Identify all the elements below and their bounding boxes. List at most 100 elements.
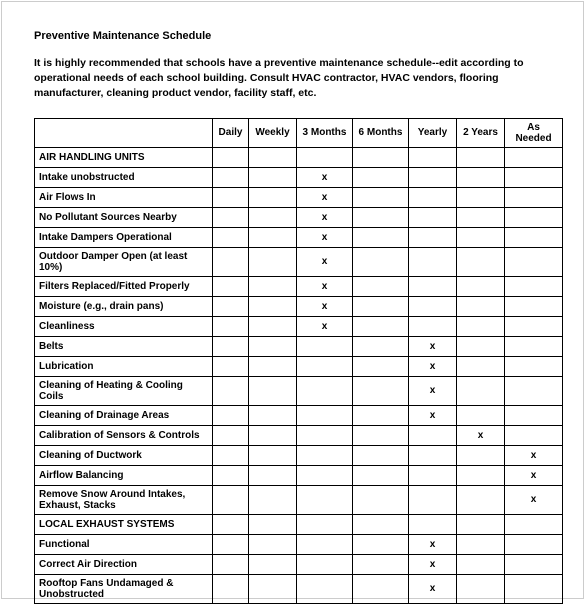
cell — [213, 316, 249, 336]
table-header-row: Daily Weekly 3 Months 6 Months Yearly 2 … — [35, 118, 563, 147]
cell — [213, 534, 249, 554]
cell — [505, 207, 563, 227]
cell: x — [409, 554, 457, 574]
cell: x — [297, 296, 353, 316]
col-header-blank — [35, 118, 213, 147]
row-label: Intake unobstructed — [35, 167, 213, 187]
cell — [249, 574, 297, 603]
cell — [409, 296, 457, 316]
cell — [505, 554, 563, 574]
row-label: Airflow Balancing — [35, 465, 213, 485]
cell: x — [297, 167, 353, 187]
cell — [213, 445, 249, 465]
cell — [457, 356, 505, 376]
cell — [457, 405, 505, 425]
cell — [249, 356, 297, 376]
cell — [297, 485, 353, 514]
cell — [297, 405, 353, 425]
cell — [353, 336, 409, 356]
cell: x — [505, 465, 563, 485]
cell — [457, 465, 505, 485]
row-label: LOCAL EXHAUST SYSTEMS — [35, 514, 213, 534]
cell: x — [297, 247, 353, 276]
row-label: No Pollutant Sources Nearby — [35, 207, 213, 227]
row-label: Belts — [35, 336, 213, 356]
cell — [213, 187, 249, 207]
cell — [457, 514, 505, 534]
cell — [353, 187, 409, 207]
cell — [249, 316, 297, 336]
section-row: LOCAL EXHAUST SYSTEMS — [35, 514, 563, 534]
row-label: Rooftop Fans Undamaged & Unobstructed — [35, 574, 213, 603]
cell — [409, 465, 457, 485]
cell — [249, 534, 297, 554]
cell — [457, 376, 505, 405]
row-label: Correct Air Direction — [35, 554, 213, 574]
cell — [409, 227, 457, 247]
row-label: Moisture (e.g., drain pans) — [35, 296, 213, 316]
cell — [353, 147, 409, 167]
table-row: Cleaning of Ductworkx — [35, 445, 563, 465]
cell — [353, 167, 409, 187]
cell — [297, 376, 353, 405]
cell — [353, 465, 409, 485]
cell — [505, 296, 563, 316]
cell: x — [297, 276, 353, 296]
cell — [249, 554, 297, 574]
table-row: No Pollutant Sources Nearby x — [35, 207, 563, 227]
table-row: Airflow Balancing x — [35, 465, 563, 485]
cell — [457, 207, 505, 227]
cell — [353, 207, 409, 227]
table-row: Intake Dampers Operationalx — [35, 227, 563, 247]
cell — [505, 167, 563, 187]
cell — [505, 147, 563, 167]
cell — [249, 147, 297, 167]
col-header: 6 Months — [353, 118, 409, 147]
cell — [249, 405, 297, 425]
cell — [353, 296, 409, 316]
cell — [409, 514, 457, 534]
cell: x — [409, 336, 457, 356]
cell — [249, 276, 297, 296]
cell: x — [297, 207, 353, 227]
cell — [213, 336, 249, 356]
cell — [457, 485, 505, 514]
col-header: Weekly — [249, 118, 297, 147]
row-label: Calibration of Sensors & Controls — [35, 425, 213, 445]
cell — [505, 227, 563, 247]
cell — [213, 465, 249, 485]
cell — [409, 316, 457, 336]
cell — [353, 356, 409, 376]
cell — [457, 296, 505, 316]
cell — [505, 247, 563, 276]
cell — [409, 485, 457, 514]
table-row: Cleaning of Drainage Areasx — [35, 405, 563, 425]
cell: x — [409, 356, 457, 376]
cell — [409, 187, 457, 207]
doc-intro: It is highly recommended that schools ha… — [34, 56, 551, 102]
col-header: 3 Months — [297, 118, 353, 147]
cell — [249, 207, 297, 227]
cell: x — [297, 316, 353, 336]
cell — [409, 425, 457, 445]
cell — [249, 296, 297, 316]
table-row: Filters Replaced/Fitted Properly x — [35, 276, 563, 296]
col-header: Daily — [213, 118, 249, 147]
row-label: Air Flows In — [35, 187, 213, 207]
cell — [505, 316, 563, 336]
cell — [353, 514, 409, 534]
cell — [249, 336, 297, 356]
row-label: Filters Replaced/Fitted Properly — [35, 276, 213, 296]
table-row: Intake unobstructed x — [35, 167, 563, 187]
cell — [213, 485, 249, 514]
cell — [505, 425, 563, 445]
cell — [457, 316, 505, 336]
cell: x — [297, 227, 353, 247]
cell: x — [297, 187, 353, 207]
cell — [457, 187, 505, 207]
cell: x — [409, 376, 457, 405]
cell — [213, 356, 249, 376]
schedule-table: Daily Weekly 3 Months 6 Months Yearly 2 … — [34, 118, 563, 604]
cell — [505, 574, 563, 603]
cell — [249, 376, 297, 405]
